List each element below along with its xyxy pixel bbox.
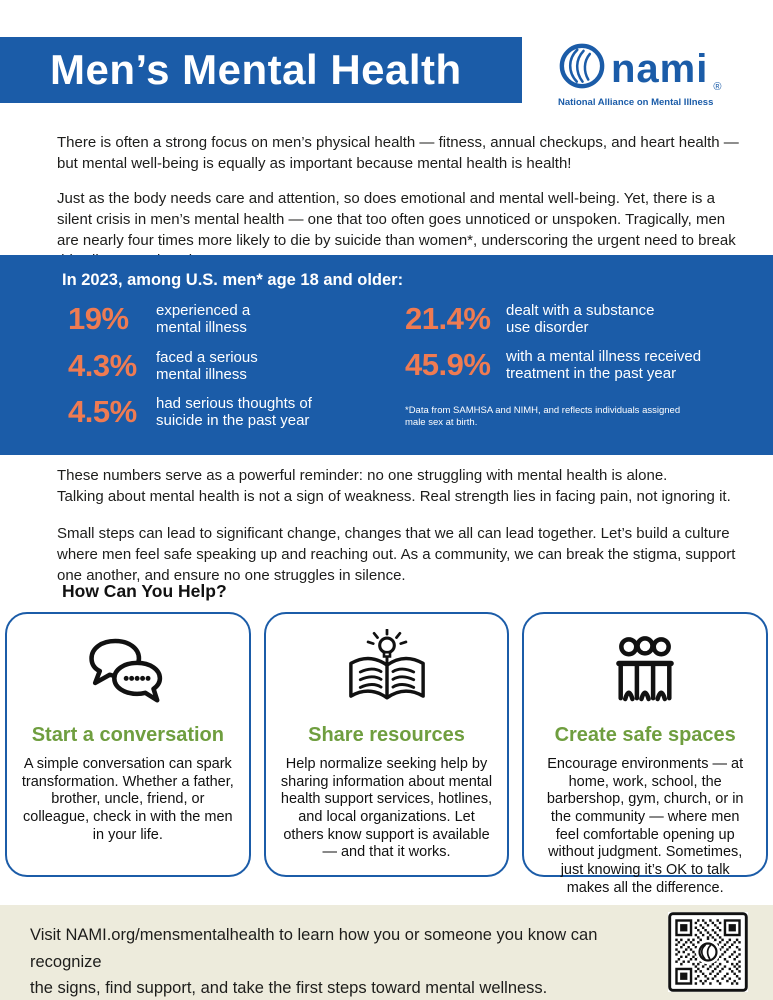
header-banner: Men’s Mental Health — [0, 37, 522, 103]
card-text: Encourage environments — at home, work, … — [546, 756, 744, 896]
nami-emblem-icon — [558, 42, 606, 95]
card-title: Share resources — [308, 724, 465, 746]
stat-value: 19% — [68, 301, 129, 336]
help-cards-row: Start a conversation A simple conversati… — [5, 612, 769, 896]
body-paragraph-2: Small steps can lead to significant chan… — [57, 524, 736, 585]
three-people-icon — [534, 630, 756, 714]
stat-label: with a mental illness received treatment… — [506, 347, 702, 382]
card-text: A simple conversation can spark transfor… — [21, 756, 234, 843]
footer-bar: Visit NAMI.org/mensmentalhealth to learn… — [0, 905, 773, 1000]
stat-label: dealt with a substance use disorder — [506, 301, 655, 336]
card-share-resources: Share resources Help normalize seeking h… — [263, 612, 510, 877]
stat-label: experienced a mental illness — [156, 301, 251, 336]
registered-mark: ® — [713, 81, 722, 93]
stat-value: 4.5% — [68, 394, 137, 429]
how-can-you-help-heading: How Can You Help? — [62, 581, 227, 601]
card-title: Create safe spaces — [554, 724, 736, 746]
footer-cta-text: Visit NAMI.org/mensmentalhealth to learn… — [30, 926, 598, 998]
stat-substance-use: 21.4% dealt with a substance use disorde… — [405, 301, 654, 337]
intro-paragraph-2: Just as the body needs care and attentio… — [57, 190, 736, 269]
card-text: Help normalize seeking help by sharing i… — [280, 756, 493, 861]
statistics-heading: In 2023, among U.S. men* age 18 and olde… — [62, 271, 404, 289]
stat-value: 45.9% — [405, 347, 491, 382]
stat-suicidal-thoughts: 4.5% had serious thoughts of suicide in … — [68, 394, 312, 430]
statistics-box: In 2023, among U.S. men* age 18 and olde… — [0, 255, 773, 455]
card-title: Start a conversation — [31, 724, 224, 746]
nami-tagline: National Alliance on Mental Illness — [558, 97, 714, 108]
body-paragraph-1: These numbers serve as a powerful remind… — [57, 467, 731, 506]
stat-label: had serious thoughts of suicide in the p… — [156, 394, 312, 429]
nami-wordmark: nami — [611, 46, 709, 91]
card-start-a-conversation: Start a conversation A simple conversati… — [5, 612, 251, 877]
stat-value: 4.3% — [68, 348, 137, 383]
stat-value: 21.4% — [405, 301, 491, 336]
stat-mental-illness: 19% experienced a mental illness — [68, 301, 250, 337]
intro-section: There is often a strong focus on men’s p… — [57, 133, 745, 272]
stat-serious-mental-illness: 4.3% faced a serious mental illness — [68, 348, 258, 384]
stat-received-treatment: 45.9% with a mental illness received tre… — [405, 347, 701, 383]
data-source-footnote: *Data from SAMHSA and NIMH, and reflects… — [405, 405, 681, 429]
book-lightbulb-icon — [276, 629, 498, 714]
intro-paragraph-1: There is often a strong focus on men’s p… — [57, 134, 739, 172]
speech-bubbles-icon — [17, 630, 239, 714]
card-create-safe-spaces: Create safe spaces Encourage environment… — [522, 612, 769, 896]
stat-label: faced a serious mental illness — [156, 348, 258, 383]
page-title: Men’s Mental Health — [50, 46, 462, 93]
body-copy-section: These numbers serve as a powerful remind… — [57, 465, 747, 586]
nami-logo: nami ® National Alliance on Mental Illne… — [558, 42, 740, 108]
qr-code — [668, 912, 748, 992]
